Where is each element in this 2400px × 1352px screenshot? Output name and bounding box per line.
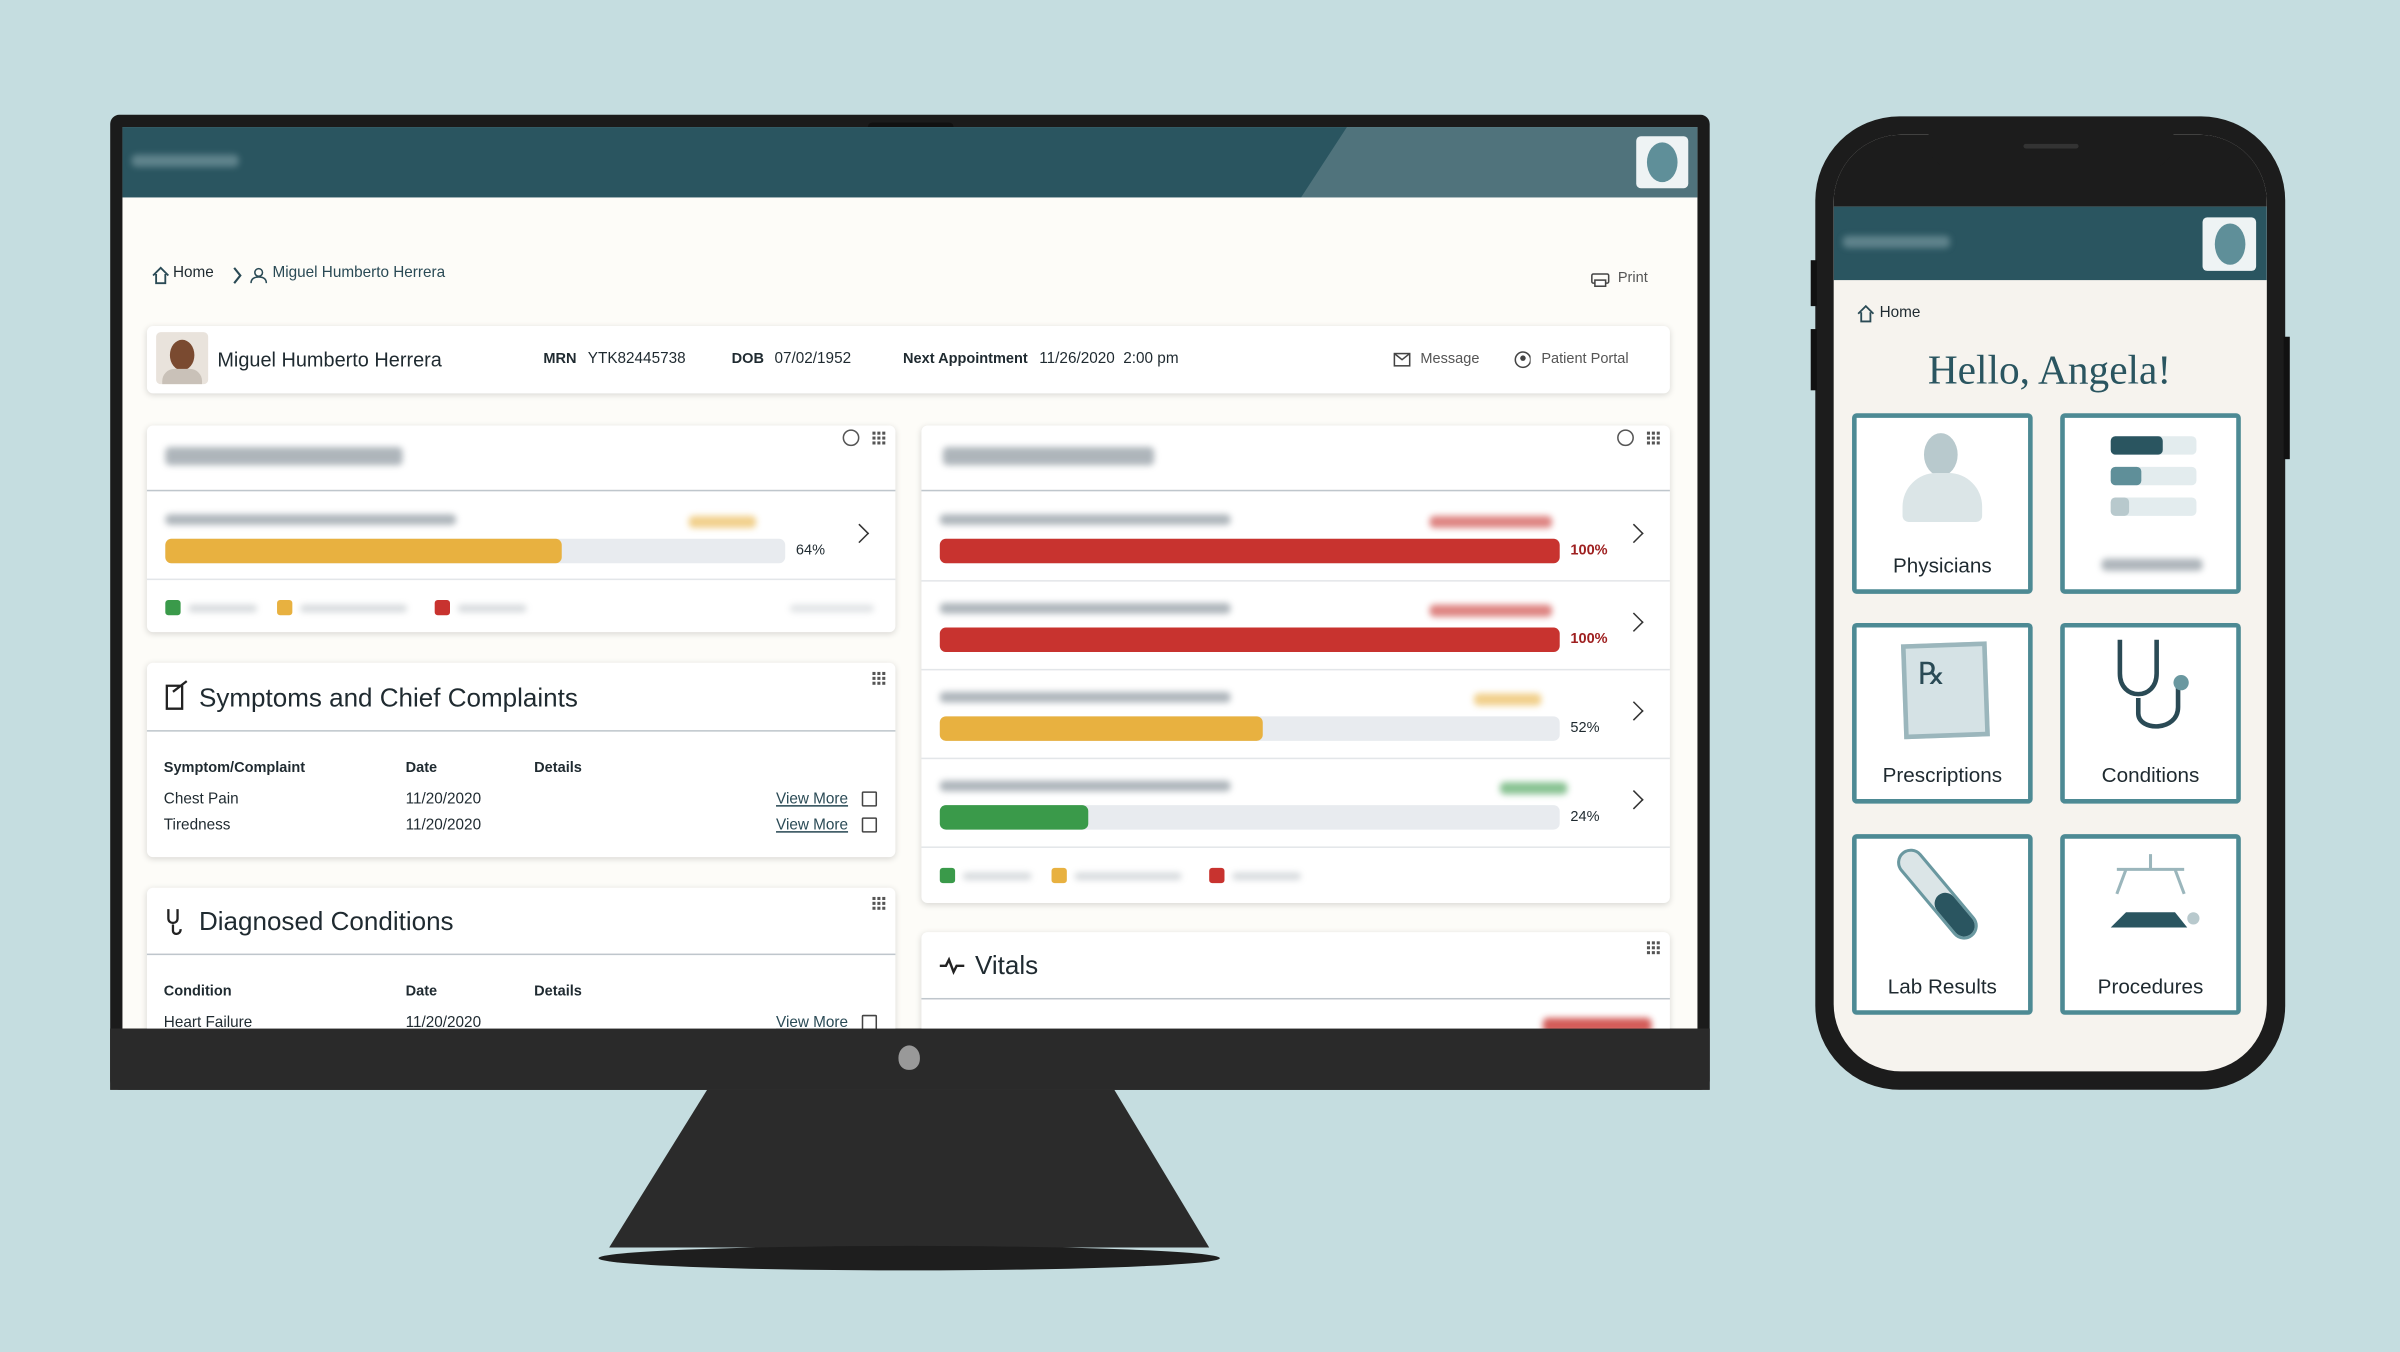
cell: Heart Failure bbox=[163, 1014, 253, 1032]
legend-swatch bbox=[939, 867, 956, 884]
risk-pill bbox=[1473, 693, 1542, 706]
view-more[interactable]: View More bbox=[776, 1014, 849, 1032]
column-header: Details bbox=[534, 759, 582, 777]
patient-photo bbox=[156, 332, 209, 385]
dob-label: DOB bbox=[731, 350, 764, 368]
tile[interactable]: Physicians bbox=[1852, 413, 2033, 594]
conditions-title: Diagnosed Conditions bbox=[198, 906, 454, 936]
mrn: YTK82445738 bbox=[587, 350, 686, 368]
tile-label: Lab Results bbox=[1887, 974, 1997, 998]
column-header: Details bbox=[534, 983, 582, 1000]
legend-text bbox=[299, 604, 408, 613]
symptoms-card bbox=[146, 662, 896, 858]
breadcrumb-patient[interactable]: Miguel Humberto Herrera bbox=[272, 264, 446, 282]
legend-text bbox=[962, 872, 1032, 881]
risk-label-placeholder bbox=[939, 603, 1231, 614]
legend-text bbox=[1232, 872, 1302, 881]
cell: 11/20/2020 bbox=[405, 791, 482, 809]
cell: Tiredness bbox=[163, 817, 231, 835]
percent-label: 64% bbox=[795, 542, 826, 560]
cell: 11/20/2020 bbox=[405, 817, 482, 835]
conditions-card bbox=[146, 887, 896, 1041]
external-icon bbox=[861, 791, 878, 807]
tile[interactable]: Conditions bbox=[2060, 622, 2241, 804]
bar bbox=[939, 716, 1263, 741]
appt-label: Next Appointment bbox=[903, 350, 1028, 368]
column-header: Symptom/Complaint bbox=[163, 759, 306, 777]
message[interactable]: Message bbox=[1420, 350, 1480, 368]
bar bbox=[165, 538, 563, 564]
legend-text bbox=[1074, 872, 1182, 881]
divider bbox=[921, 846, 1670, 848]
risk-label-placeholder bbox=[939, 514, 1231, 525]
symptoms-title: Symptoms and Chief Complaints bbox=[198, 683, 578, 713]
mobile-avatar[interactable] bbox=[2202, 217, 2257, 271]
legend-swatch bbox=[165, 599, 181, 616]
dob: 07/02/1952 bbox=[774, 350, 852, 368]
bar bbox=[939, 627, 1560, 653]
apple-logo bbox=[898, 1045, 920, 1070]
bar bbox=[939, 538, 1560, 564]
risk-label-placeholder bbox=[165, 514, 457, 525]
legend-text bbox=[457, 604, 527, 613]
mobile-breadcrumb[interactable]: Home bbox=[1879, 304, 1921, 322]
cell: 11/20/2020 bbox=[405, 1014, 482, 1032]
column-header: Date bbox=[405, 983, 438, 1000]
patient-name: Miguel Humberto Herrera bbox=[217, 348, 442, 372]
view-more[interactable]: View More bbox=[776, 817, 849, 835]
divider bbox=[921, 580, 1670, 582]
print[interactable]: Print bbox=[1617, 269, 1648, 287]
patient-portal[interactable]: Patient Portal bbox=[1541, 350, 1629, 368]
condition-risk-card bbox=[921, 425, 1670, 904]
bar bbox=[939, 805, 1089, 830]
external-icon bbox=[861, 817, 878, 833]
view-more[interactable]: View More bbox=[776, 791, 849, 809]
legend-swatch bbox=[1051, 867, 1067, 884]
legend-text bbox=[188, 604, 258, 613]
tile-label: Physicians bbox=[1892, 554, 1992, 578]
risk-pill bbox=[1429, 515, 1553, 529]
legend-swatch bbox=[277, 599, 293, 616]
mrn-label: MRN bbox=[543, 350, 577, 368]
risk-label-placeholder bbox=[939, 691, 1231, 703]
tile-label: Conditions bbox=[2101, 763, 2200, 787]
tile[interactable]: Lab Results bbox=[1852, 834, 2033, 1015]
column-header: Condition bbox=[163, 983, 232, 1000]
percent-label: 100% bbox=[1570, 630, 1608, 648]
tile-label: Prescriptions bbox=[1882, 763, 2003, 787]
legend-swatch bbox=[1209, 867, 1225, 884]
legend-swatch bbox=[434, 599, 450, 616]
risk-pill bbox=[688, 515, 756, 529]
cell: Chest Pain bbox=[163, 791, 239, 809]
column-header: Date bbox=[405, 759, 438, 777]
tile-label: Procedures bbox=[2097, 974, 2204, 998]
tile[interactable]: Procedures bbox=[2060, 834, 2241, 1015]
percent-label: 24% bbox=[1570, 808, 1600, 826]
tile[interactable]: ℞ Prescriptions bbox=[1852, 622, 2033, 804]
tile[interactable] bbox=[2060, 413, 2241, 594]
avatar[interactable] bbox=[1636, 136, 1689, 189]
app-header bbox=[122, 127, 1698, 198]
greeting: Hello, Angela! bbox=[1927, 346, 2172, 393]
percent-label: 52% bbox=[1570, 719, 1600, 737]
breadcrumb-home[interactable]: Home bbox=[172, 264, 214, 282]
legend-text bbox=[789, 604, 874, 613]
risk-pill bbox=[1499, 782, 1567, 795]
risk-pill bbox=[1429, 604, 1553, 617]
vitals-title: Vitals bbox=[974, 951, 1039, 981]
divider bbox=[921, 757, 1670, 760]
divider bbox=[921, 668, 1670, 671]
risk-label-placeholder bbox=[939, 780, 1231, 792]
appt: 11/26/2020 2:00 pm bbox=[1039, 350, 1179, 368]
patient-card bbox=[146, 326, 1670, 394]
percent-label: 100% bbox=[1570, 542, 1608, 560]
